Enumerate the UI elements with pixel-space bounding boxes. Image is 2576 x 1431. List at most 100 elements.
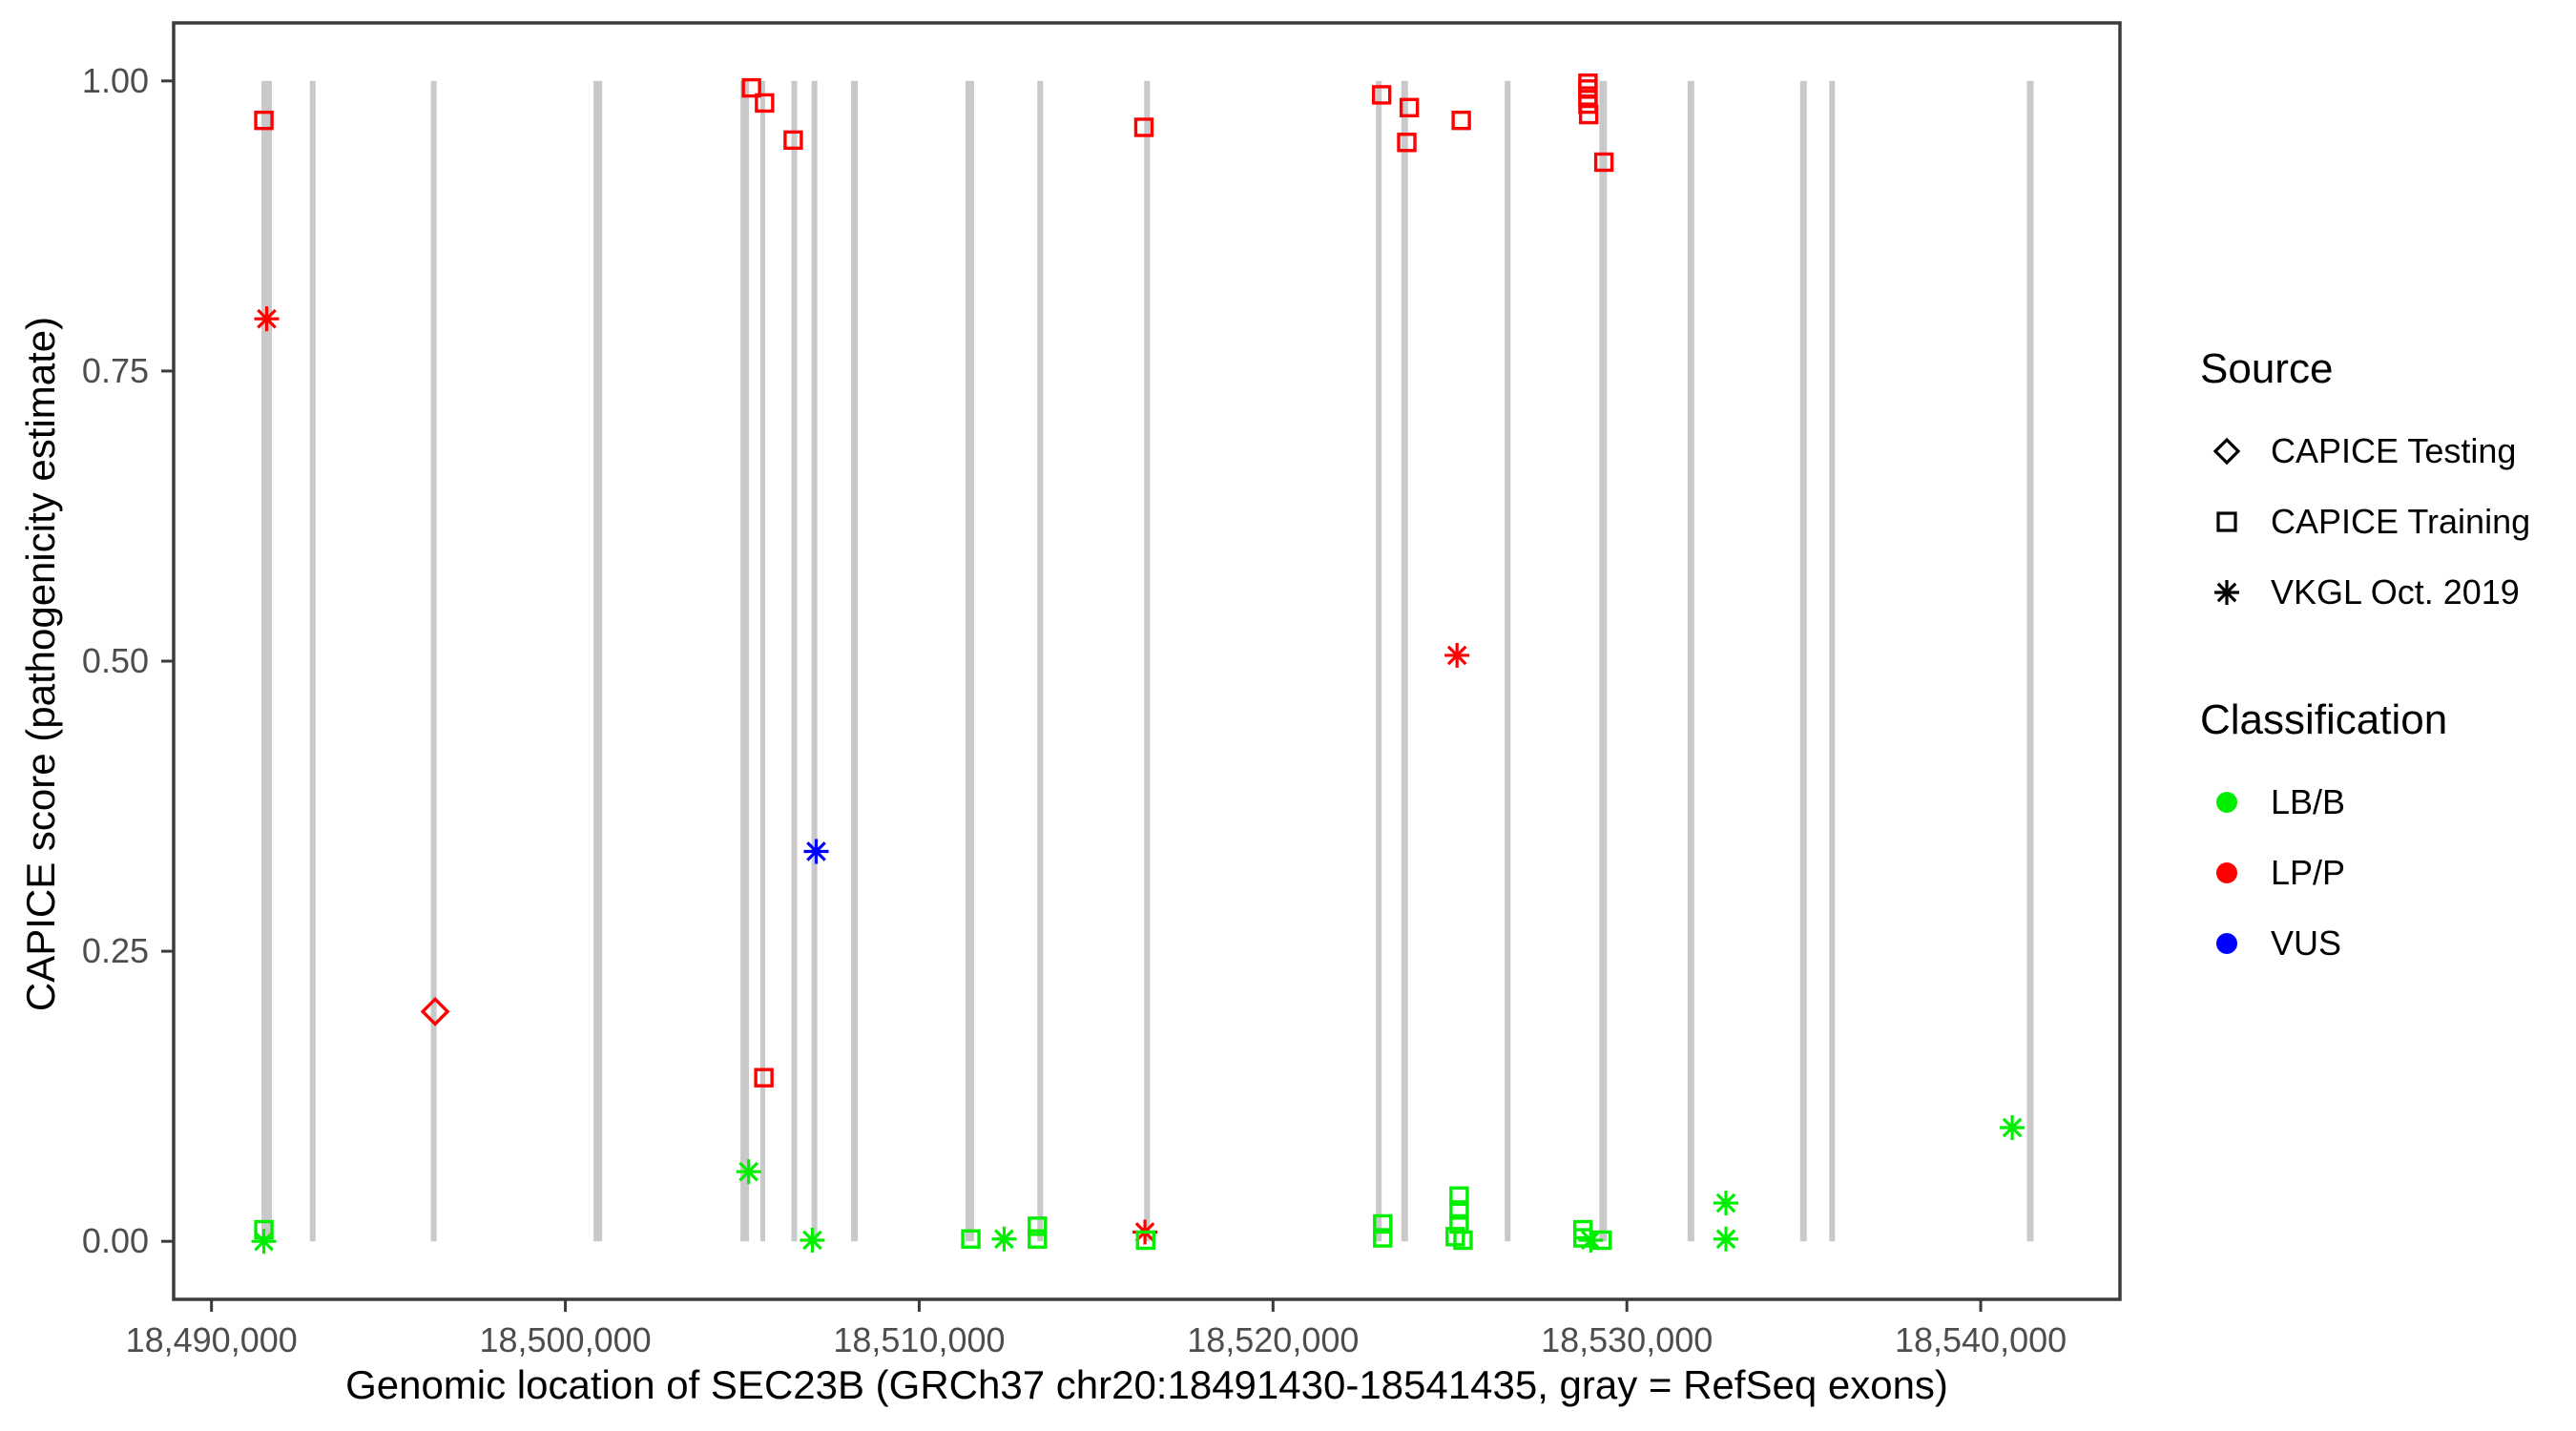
exon-bar (1401, 80, 1408, 1242)
point-square (1449, 1200, 1469, 1220)
point-square (1399, 97, 1420, 117)
legend-classification-title: Classification (2200, 696, 2448, 743)
point-square (1133, 117, 1154, 137)
point-square (741, 77, 761, 98)
y-axis-title: CAPICE score (pathogenicity estimate) (18, 316, 63, 1012)
point-asterisk (736, 1159, 761, 1185)
asterisk-ray (1581, 1230, 1601, 1251)
point-asterisk (991, 1226, 1017, 1252)
exon-bar (430, 80, 437, 1242)
point-square (254, 110, 274, 131)
x-tick-label: 18,540,000 (1895, 1320, 2067, 1359)
exon-bar (1505, 80, 1511, 1242)
asterisk-ray (257, 308, 277, 329)
red-dot-icon (2216, 862, 2237, 883)
point-asterisk (251, 1229, 277, 1255)
point-square (1397, 133, 1417, 153)
x-tick-label: 18,520,000 (1187, 1320, 1359, 1359)
legend-item-vkgl: VKGL Oct. 2019 (2194, 557, 2574, 628)
point-asterisk (1444, 642, 1470, 668)
y-tick-label: 0.50 (82, 641, 149, 680)
green-dot-icon (2216, 792, 2237, 813)
x-tick-label: 18,490,000 (126, 1320, 298, 1359)
exon-bar (1037, 80, 1044, 1242)
legend-item-lpp: LP/P (2194, 838, 2574, 908)
point-square (1453, 1230, 1473, 1251)
point-asterisk (803, 839, 829, 864)
exon-bars (261, 80, 2034, 1242)
exon-bar (1599, 80, 1608, 1242)
legend-classification-block: Classification LB/B LP/P VUS (2194, 696, 2574, 979)
exon-bar (1376, 80, 1382, 1242)
exon-bar (309, 80, 316, 1242)
point-square (1451, 110, 1471, 131)
exon-bar (1829, 80, 1836, 1242)
x-tick-label: 18,500,000 (479, 1320, 651, 1359)
point-square (1371, 85, 1392, 105)
exon-bar (1144, 80, 1151, 1242)
blue-dot-icon (2216, 933, 2237, 954)
asterisk-icon (2214, 580, 2239, 605)
asterisk-ray (738, 1161, 758, 1182)
exon-bar (760, 80, 766, 1242)
point-square (1135, 1230, 1155, 1251)
exon-bar (1799, 80, 1807, 1242)
point-asterisk (2000, 1114, 2025, 1140)
legend-item-label: CAPICE Training (2271, 502, 2531, 541)
x-tick-label: 18,510,000 (833, 1320, 1005, 1359)
point-square (1373, 1213, 1393, 1234)
legend-item-capice-training: CAPICE Training (2194, 487, 2574, 557)
legend-item-label: LP/P (2271, 853, 2346, 892)
axis-tick-labels: 18,490,000 18,500,000 18,510,000 18,520,000… (82, 61, 2067, 1359)
data-points (251, 73, 2025, 1255)
point-diamond (420, 996, 450, 1027)
exon-bar (851, 80, 859, 1242)
point-square (1593, 152, 1614, 173)
point-asterisk (254, 306, 280, 332)
point-square (754, 1068, 774, 1088)
x-axis-title: Genomic location of SEC23B (GRCh37 chr20… (345, 1362, 1948, 1407)
y-tick-label: 0.75 (82, 351, 149, 390)
point-square (1592, 1230, 1612, 1251)
point-square (1028, 1229, 1048, 1249)
legend-item-lbb: LB/B (2194, 767, 2574, 838)
point-asterisk (1714, 1191, 1739, 1216)
diamond-icon (2212, 437, 2241, 466)
axis-ticks (161, 79, 1983, 1312)
asterisk-ray (994, 1229, 1014, 1250)
exon-bar (811, 80, 818, 1242)
legend-item-label: CAPICE Testing (2271, 431, 2517, 470)
point-square (1449, 1186, 1469, 1206)
legend-item-label: VKGL Oct. 2019 (2271, 572, 2520, 612)
y-tick-label: 0.00 (82, 1221, 149, 1260)
exon-bar (261, 80, 273, 1242)
exon-bar (593, 80, 603, 1242)
asterisk-ray (1446, 645, 1467, 666)
asterisk-ray (1715, 1192, 1736, 1213)
x-tick-label: 18,530,000 (1541, 1320, 1713, 1359)
point-asterisk (1578, 1227, 1604, 1253)
point-asterisk (1714, 1226, 1739, 1252)
y-tick-label: 0.25 (82, 931, 149, 970)
legend-item-label: VUS (2271, 923, 2342, 963)
point-asterisk (800, 1227, 825, 1253)
legend-item-capice-testing: CAPICE Testing (2194, 416, 2574, 487)
exon-bar (965, 80, 974, 1242)
point-square (961, 1229, 981, 1249)
asterisk-ray (254, 1231, 274, 1252)
square-icon (2216, 511, 2237, 532)
point-square (1028, 1216, 1048, 1236)
legend-source-title: Source (2200, 345, 2334, 392)
exon-bar (791, 80, 798, 1242)
point-square (1578, 93, 1598, 114)
legend-item-vus: VUS (2194, 908, 2574, 979)
asterisk-ray (1715, 1229, 1736, 1250)
exon-bar (740, 80, 750, 1242)
legend-source-block: Source CAPICE Testing CAPICE Training (2194, 345, 2574, 628)
asterisk-ray (802, 1230, 822, 1251)
point-square (783, 130, 803, 151)
point-square (1578, 104, 1599, 125)
y-tick-label: 1.00 (82, 61, 149, 100)
